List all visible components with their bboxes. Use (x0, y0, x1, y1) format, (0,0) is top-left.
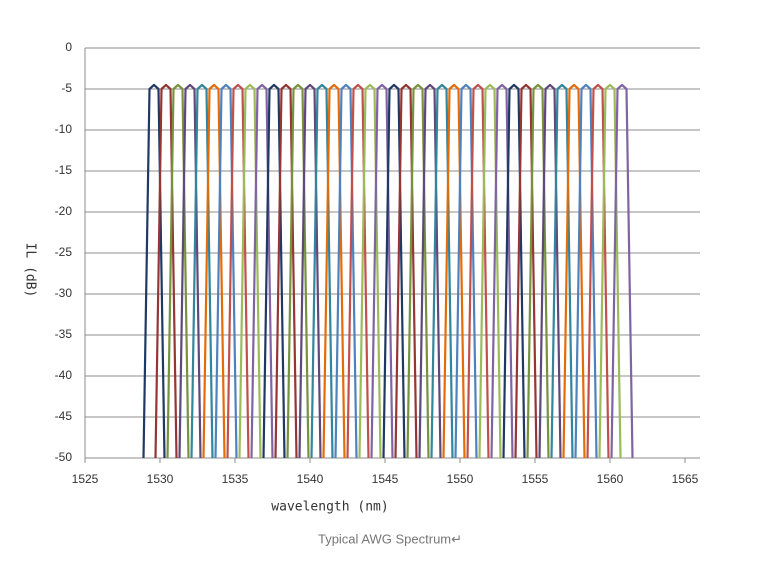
y-tick-label: -25 (55, 245, 73, 259)
y-tick-label: -50 (55, 450, 73, 464)
x-tick-label: 1530 (147, 472, 174, 486)
x-tick-label: 1560 (597, 472, 624, 486)
x-tick-label: 1545 (372, 472, 399, 486)
y-tick-label: -40 (55, 368, 73, 382)
y-tick-label: -10 (55, 122, 73, 136)
y-tick-label: 0 (65, 40, 72, 54)
y-tick-label: -30 (55, 286, 73, 300)
y-tick-label: -35 (55, 327, 73, 341)
y-tick-label: -15 (55, 163, 73, 177)
x-axis-label: wavelength (nm) (271, 500, 388, 515)
y-axis-label: IL (dB) (23, 243, 38, 298)
y-tick-label: -45 (55, 409, 73, 423)
x-tick-label: 1535 (222, 472, 249, 486)
x-tick-label: 1555 (522, 472, 549, 486)
x-tick-label: 1550 (447, 472, 474, 486)
chart-caption: Typical AWG Spectrum↵ (318, 531, 462, 546)
channel-curve (610, 83, 634, 459)
y-tick-label: -5 (61, 81, 72, 95)
y-tick-label: -20 (55, 204, 73, 218)
x-tick-label: 1565 (672, 472, 699, 486)
x-tick-label: 1540 (297, 472, 324, 486)
x-tick-label: 1525 (72, 472, 99, 486)
